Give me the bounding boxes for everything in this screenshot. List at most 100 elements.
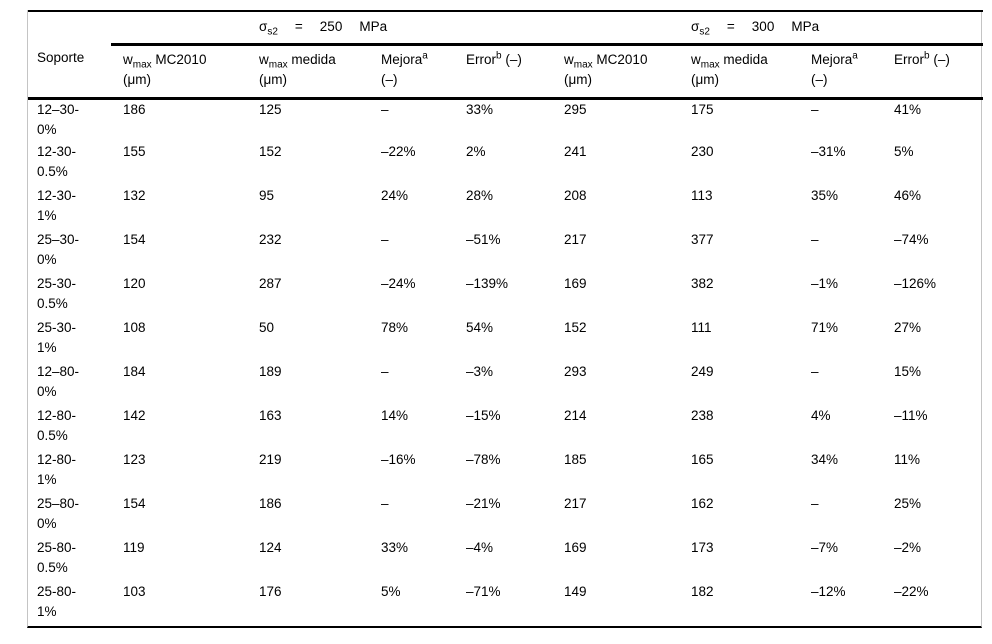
cell-wmax-mc2010-300: 152 [564, 320, 587, 335]
cell-wmax-mc2010-300: 169 [564, 276, 587, 291]
cell-wmax-medida-250: 189 [259, 364, 282, 379]
col-header-soporte: Soporte [28, 44, 111, 100]
col-header-wmax-medida-300: wmax medida (μm) [679, 44, 799, 100]
cell-error-250: 54% [466, 320, 494, 335]
cell-wmax-mc2010-250: 142 [123, 408, 146, 423]
equals-sign: = [294, 19, 303, 35]
cell-mejora-250: 14% [381, 408, 409, 423]
cell-wmax-medida-250: 163 [259, 408, 282, 423]
row-label-soporte: 25–80- 0% [37, 496, 80, 531]
cell-mejora-300: – [811, 101, 819, 117]
cell-wmax-medida-250: 287 [259, 276, 282, 291]
table-row: 12–80- 0% 184 189 – –3% 293 249 – 15% [28, 362, 983, 406]
cell-error-250: 33% [466, 101, 494, 117]
cell-wmax-mc2010-300: 293 [564, 364, 587, 379]
sigma-row-spacer [552, 11, 679, 46]
row-label-soporte: 25-30- 0.5% [37, 276, 77, 311]
equals-sign: = [726, 19, 735, 35]
cell-mejora-250: 78% [381, 320, 409, 335]
cell-error-300: 27% [894, 320, 922, 335]
cell-error-300: 5% [894, 144, 914, 159]
cell-wmax-mc2010-250: 119 [123, 540, 145, 555]
cell-error-300: 15% [894, 364, 922, 379]
table-row: 25-30- 1% 108 50 78% 54% 152 111 71% 27% [28, 318, 983, 362]
unit-label: (–) [381, 71, 398, 87]
cell-error-250: –51% [466, 232, 501, 247]
row-label-soporte: 12-80- 1% [37, 452, 77, 487]
cell-wmax-mc2010-250: 132 [123, 188, 146, 203]
cell-error-300: 11% [894, 452, 921, 467]
cell-wmax-medida-250: 219 [259, 452, 282, 467]
cell-mejora-250: 5% [381, 584, 401, 599]
cell-wmax-medida-250: 176 [259, 584, 282, 599]
cell-wmax-medida-300: 162 [691, 496, 714, 511]
col-header-error-300: Errorb (–) [882, 44, 983, 100]
table-header: σs2 = 250 MPa σs2 = 300 MPa Soporte wmax MC201… [28, 11, 983, 100]
cell-mejora-300: –1% [811, 276, 839, 291]
unit-label: (μm) [123, 71, 152, 87]
cell-error-250: –3% [466, 364, 494, 379]
col-header-mejora-250: Mejoraa (–) [369, 44, 454, 100]
cell-wmax-mc2010-250: 154 [123, 232, 146, 247]
sigma-unit: MPa [359, 19, 388, 35]
cell-mejora-250: – [381, 232, 389, 247]
row-label-soporte: 25–30- 0% [37, 232, 80, 267]
cell-error-300: 46% [894, 188, 922, 203]
cell-error-250: 28% [466, 188, 494, 203]
unit-label: (–) [811, 71, 828, 87]
cell-mejora-250: –24% [381, 276, 416, 291]
row-label-soporte: 12–80- 0% [37, 364, 80, 399]
cell-wmax-mc2010-300: 217 [564, 496, 587, 511]
sigma-value: 250 [319, 19, 343, 35]
cell-error-300: –11% [894, 408, 928, 423]
col-header-wmax-mc2010-300: wmax MC2010 (μm) [552, 44, 679, 100]
cell-mejora-250: –22% [381, 144, 416, 159]
cell-wmax-medida-250: 95 [259, 188, 275, 203]
cell-wmax-mc2010-300: 185 [564, 452, 587, 467]
row-label-soporte: 25-80- 1% [37, 584, 77, 619]
table-row: 25-30- 0.5% 120 287 –24% –139% 169 382 –1% –126% [28, 274, 983, 318]
cell-wmax-medida-300: 230 [691, 144, 714, 159]
cell-mejora-300: –31% [811, 144, 846, 159]
cell-mejora-300: 4% [811, 408, 831, 423]
row-label-soporte: 12-80- 0.5% [37, 408, 77, 443]
cell-wmax-mc2010-300: 208 [564, 188, 587, 203]
cell-wmax-medida-250: 152 [259, 144, 282, 159]
row-label-soporte: 12-30- 0.5% [37, 144, 77, 179]
cell-mejora-250: – [381, 364, 389, 379]
cell-wmax-medida-250: 124 [259, 540, 282, 555]
cell-mejora-250: –16% [381, 452, 416, 467]
cell-wmax-mc2010-300: 295 [564, 101, 587, 117]
cell-wmax-medida-300: 175 [691, 101, 714, 117]
table-row: 25-80- 1% 103 176 5% –71% 149 182 –12% –22% [28, 582, 983, 626]
table-row: 12-30- 0.5% 155 152 –22% 2% 241 230 –31% 5% [28, 142, 983, 186]
cell-wmax-mc2010-300: 169 [564, 540, 587, 555]
sigma-s2-symbol: σs2 [259, 19, 278, 38]
row-label-soporte: 25-30- 1% [37, 320, 77, 355]
cell-error-300: –126% [894, 276, 937, 291]
cell-wmax-mc2010-250: 108 [123, 320, 146, 335]
row-label-soporte: 25-80- 0.5% [37, 540, 77, 575]
col-header-wmax-medida-250: wmax medida (μm) [247, 44, 369, 100]
results-table: σs2 = 250 MPa σs2 = 300 MPa Soporte wmax MC201… [28, 10, 983, 626]
cell-wmax-mc2010-300: 241 [564, 144, 587, 159]
cell-error-300: –22% [894, 584, 929, 599]
sigma-value: 300 [751, 19, 775, 35]
cell-wmax-mc2010-250: 184 [123, 364, 146, 379]
cell-wmax-medida-300: 377 [691, 232, 714, 247]
cell-mejora-300: – [811, 496, 819, 511]
cell-mejora-300: –12% [811, 584, 846, 599]
table-row: 25–30- 0% 154 232 – –51% 217 377 – –74% [28, 230, 983, 274]
sigma-row-spacer [28, 11, 111, 44]
cell-error-300: 41% [894, 101, 922, 117]
cell-wmax-mc2010-250: 155 [123, 144, 146, 159]
cell-mejora-250: 33% [381, 540, 409, 555]
cell-wmax-medida-250: 232 [259, 232, 282, 247]
cell-mejora-300: –7% [811, 540, 839, 555]
table-row: 12-80- 1% 123 219 –16% –78% 185 165 34% 11% [28, 450, 983, 494]
sigma-header-250: σs2 = 250 MPa [247, 11, 552, 46]
cell-error-250: –139% [466, 276, 509, 291]
cell-error-250: –15% [466, 408, 501, 423]
col-header-mejora-300: Mejoraa (–) [799, 44, 882, 100]
